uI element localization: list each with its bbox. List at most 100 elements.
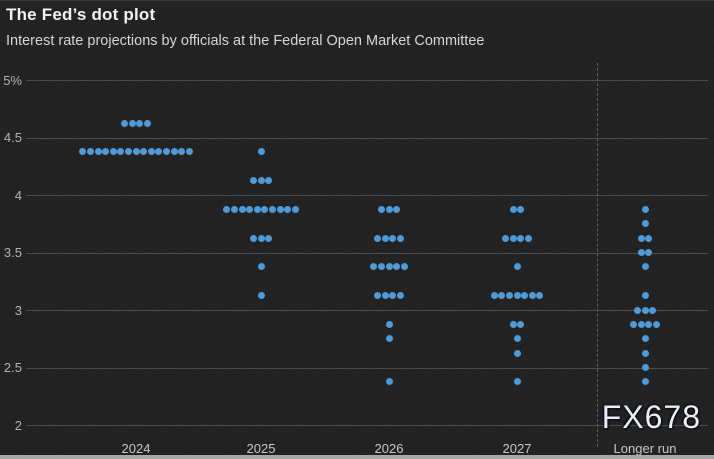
projection-dot <box>637 234 645 242</box>
y-axis-tick-label: 2.5 <box>3 360 22 375</box>
x-axis-tick-label: Longer run <box>613 441 677 456</box>
projection-dot <box>502 234 510 242</box>
projection-dot <box>268 205 276 213</box>
projection-dot <box>257 177 265 185</box>
projection-dot <box>641 364 649 371</box>
projection-dot <box>389 292 397 300</box>
projection-dot <box>79 148 87 156</box>
projection-dot <box>393 205 401 213</box>
projection-dot <box>86 148 94 156</box>
projection-dot <box>374 292 382 300</box>
projection-dot <box>536 292 544 300</box>
watermark-fx678: FX678 <box>601 399 701 435</box>
projection-dot <box>155 148 163 156</box>
projection-dot <box>393 263 401 271</box>
projection-dot <box>513 335 521 343</box>
projection-dot <box>377 205 385 213</box>
projection-dot <box>396 292 404 300</box>
projection-dot <box>143 119 151 127</box>
projection-dot <box>517 205 525 213</box>
projection-dot <box>385 378 393 386</box>
projection-dot <box>385 205 393 213</box>
projection-dot <box>630 320 638 328</box>
projection-dot <box>641 378 649 386</box>
projection-dot <box>645 320 653 328</box>
projection-dot <box>102 148 110 156</box>
projection-dot <box>261 205 269 213</box>
projection-dot <box>374 234 382 242</box>
projection-dot <box>505 292 513 300</box>
gridline <box>26 137 708 139</box>
projection-dot <box>291 205 299 213</box>
x-axis-tick-label: 2026 <box>374 441 404 456</box>
y-axis-tick-label: 5% <box>3 72 22 88</box>
projection-dot <box>257 148 265 156</box>
projection-dot <box>257 263 265 271</box>
projection-dot <box>389 234 397 242</box>
projection-dot <box>124 148 132 156</box>
projection-dot <box>185 148 193 156</box>
gridline <box>26 195 708 196</box>
projection-dot <box>513 349 521 357</box>
projection-dot <box>385 335 393 343</box>
gridline <box>26 310 708 311</box>
projection-dot <box>641 335 649 343</box>
projection-dot <box>641 349 649 357</box>
projection-dot <box>513 292 521 300</box>
projection-dot <box>517 234 525 242</box>
projection-dot <box>249 234 257 242</box>
projection-dot <box>223 205 231 213</box>
x-axis-tick-label: 2024 <box>121 441 151 456</box>
projection-dot <box>513 263 521 271</box>
projection-dot <box>249 177 257 185</box>
projection-dot <box>265 234 273 242</box>
projection-dot <box>524 234 532 242</box>
projection-dot <box>162 148 170 156</box>
projection-dot <box>396 234 404 242</box>
projection-dot <box>633 306 641 314</box>
y-axis-tick-label: 4 <box>14 187 22 203</box>
projection-dot <box>276 205 284 213</box>
projection-dot <box>645 249 653 256</box>
projection-dot <box>637 320 645 328</box>
projection-dot <box>509 234 517 242</box>
projection-dot <box>652 320 660 328</box>
projection-dot <box>521 292 529 300</box>
y-axis-tick-label: 3 <box>14 302 22 318</box>
projection-dot <box>637 249 645 256</box>
gridline <box>26 252 708 254</box>
projection-dot <box>645 234 653 242</box>
projection-dot <box>136 119 144 127</box>
projection-dot <box>641 220 649 228</box>
projection-dot <box>147 148 155 156</box>
y-axis-tick-label: 2 <box>14 417 22 433</box>
chart-title: The Fed’s dot plot <box>6 5 156 24</box>
projection-dot <box>641 292 649 300</box>
projection-dot <box>641 205 649 213</box>
projection-dot <box>140 148 148 156</box>
projection-dot <box>528 292 536 300</box>
projection-dot <box>490 292 498 300</box>
projection-dot <box>385 320 393 328</box>
projection-dot <box>121 119 129 127</box>
x-axis-tick-label: 2027 <box>502 441 532 456</box>
y-axis-tick-label: 4.5 <box>3 130 22 145</box>
bottom-bar <box>0 455 714 459</box>
chart-subtitle: Interest rate projections by officials a… <box>6 33 485 49</box>
projection-dot <box>509 205 517 213</box>
projection-dot <box>498 292 506 300</box>
projection-dot <box>509 320 517 328</box>
projection-dot <box>257 292 265 300</box>
projection-dot <box>132 148 140 156</box>
projection-dot <box>253 205 261 213</box>
longer-run-separator <box>597 63 598 447</box>
projection-dot <box>385 263 393 271</box>
projection-dot <box>641 306 649 314</box>
projection-dot <box>649 306 657 314</box>
projection-dot <box>238 205 246 213</box>
projection-dot <box>381 234 389 242</box>
projection-dot <box>370 263 378 271</box>
projection-dot <box>284 205 292 213</box>
y-axis-tick-label: 3.5 <box>3 245 22 260</box>
